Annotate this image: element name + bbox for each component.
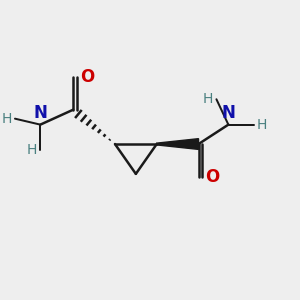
- Text: H: H: [203, 92, 213, 106]
- Text: H: H: [257, 118, 267, 132]
- Polygon shape: [157, 139, 199, 149]
- Text: N: N: [33, 103, 47, 122]
- Text: O: O: [80, 68, 94, 86]
- Text: H: H: [2, 112, 12, 126]
- Text: N: N: [221, 103, 235, 122]
- Text: H: H: [27, 143, 38, 157]
- Text: O: O: [205, 168, 219, 186]
